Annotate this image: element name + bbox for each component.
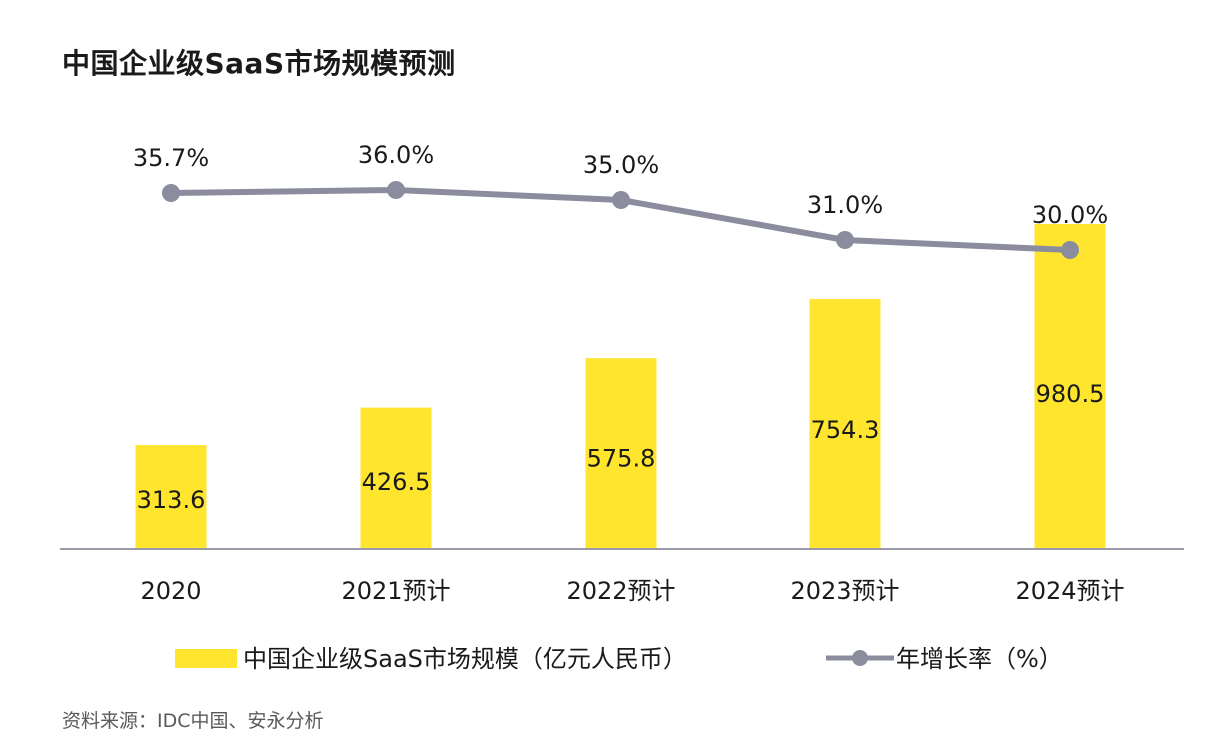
growth-line-group: 35.7% 36.0% 35.0% 31.0% 30.0% bbox=[133, 141, 1108, 259]
x-tick-label: 2020 bbox=[140, 577, 201, 605]
bar-group: 313.6 426.5 575.8 754.3 980.5 bbox=[135, 224, 1106, 549]
bar-value-label: 313.6 bbox=[137, 486, 206, 514]
chart-svg: 313.6 426.5 575.8 754.3 980.5 35.7% 36.0% 35.0… bbox=[60, 141, 1184, 673]
growth-value-label: 36.0% bbox=[358, 141, 434, 169]
growth-value-label: 31.0% bbox=[807, 191, 883, 219]
growth-point-2020 bbox=[162, 184, 180, 202]
legend-line-marker bbox=[852, 650, 868, 666]
growth-point-2021预计 bbox=[387, 181, 405, 199]
x-tick-label: 2024预计 bbox=[1015, 577, 1124, 605]
bar-value-label: 426.5 bbox=[362, 468, 431, 496]
legend-bar-swatch bbox=[175, 649, 237, 668]
growth-value-label: 30.0% bbox=[1032, 201, 1108, 229]
source-note: 资料来源：IDC中国、安永分析 bbox=[62, 710, 324, 732]
growth-value-label: 35.7% bbox=[133, 144, 209, 172]
x-tick-labels: 2020 2021预计 2022预计 2023预计 2024预计 bbox=[140, 577, 1124, 605]
growth-point-2023预计 bbox=[836, 231, 854, 249]
bar-value-label: 980.5 bbox=[1036, 380, 1105, 408]
growth-point-2022预计 bbox=[612, 191, 630, 209]
growth-value-label: 35.0% bbox=[583, 151, 659, 179]
legend: 中国企业级SaaS市场规模（亿元人民币） 年增长率（%） bbox=[175, 645, 1063, 673]
bar-value-label: 754.3 bbox=[811, 416, 880, 444]
x-tick-label: 2021预计 bbox=[341, 577, 450, 605]
legend-bar-label: 中国企业级SaaS市场规模（亿元人民币） bbox=[243, 645, 687, 673]
growth-point-2024预计 bbox=[1061, 241, 1079, 259]
bar-2023预计 bbox=[809, 298, 881, 549]
bar-2022预计 bbox=[585, 358, 657, 549]
x-tick-label: 2022预计 bbox=[566, 577, 675, 605]
bar-2024预计 bbox=[1034, 224, 1106, 549]
legend-line-label: 年增长率（%） bbox=[896, 645, 1063, 673]
bar-2020 bbox=[135, 445, 207, 549]
bar-2021预计 bbox=[360, 407, 432, 549]
bar-value-label: 575.8 bbox=[587, 444, 656, 472]
x-tick-label: 2023预计 bbox=[790, 577, 899, 605]
chart-title: 中国企业级SaaS市场规模预测 bbox=[62, 47, 456, 80]
